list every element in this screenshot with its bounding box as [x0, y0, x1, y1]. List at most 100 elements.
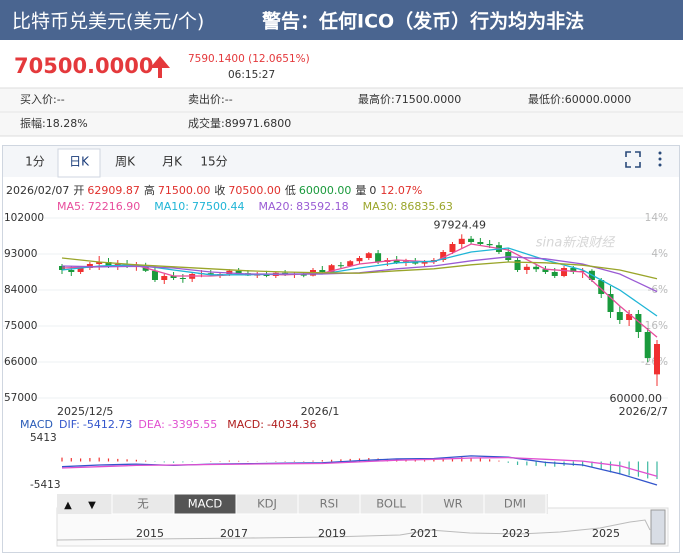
ma-line	[61, 257, 658, 280]
tab[interactable]: 月K	[162, 155, 183, 169]
stat-value: 60000.0000	[565, 93, 631, 106]
indicator-tab[interactable]: WR	[443, 497, 462, 511]
tab-bar	[3, 146, 679, 177]
candle-body	[105, 262, 112, 266]
ma-value: 86835.63	[400, 200, 453, 213]
dot	[658, 163, 662, 167]
macd-bar	[163, 461, 165, 463]
ma-line	[61, 243, 658, 338]
ma-name: MA10:	[154, 200, 189, 213]
navigator-handle[interactable]	[650, 509, 666, 545]
info-label: 量	[355, 184, 366, 197]
candle-body	[533, 266, 540, 270]
macd-bar	[554, 461, 556, 467]
macd-bar	[516, 461, 519, 465]
candle-body	[337, 265, 344, 267]
indicator-cell	[483, 493, 547, 515]
macd-bar	[172, 461, 175, 463]
candle-body	[96, 262, 103, 264]
indicator-tab[interactable]: MACD	[188, 497, 223, 511]
navigator-line	[56, 519, 651, 541]
info-label: 低	[285, 184, 296, 197]
candle-body	[319, 270, 326, 272]
macd-value: -5412.73	[83, 418, 132, 431]
candle-body	[514, 260, 521, 270]
stat-label: 卖出价:	[188, 92, 225, 106]
ma-value: 83592.18	[296, 200, 349, 213]
candle-body	[393, 260, 400, 263]
stat-value: 18.28%	[46, 117, 88, 130]
stat-label: 最高价:	[358, 92, 395, 106]
macd-bar	[582, 461, 584, 467]
y-tick-label: 66000	[4, 356, 37, 368]
candle-body	[468, 238, 475, 242]
tab[interactable]: 周K	[115, 155, 136, 169]
arrow-button[interactable]: ▼	[88, 500, 96, 511]
macd-bar	[145, 460, 147, 462]
tab-active	[57, 148, 101, 178]
indicator-tab[interactable]: DMI	[504, 497, 526, 511]
info-value: 60000.00	[299, 184, 352, 197]
tab[interactable]: 日K	[69, 155, 90, 169]
stat: 成交量:89971.6800	[188, 116, 291, 130]
macd-bar	[423, 460, 426, 462]
year-label: 2025	[592, 527, 620, 540]
macd-bar	[312, 460, 314, 462]
pct-label: 4%	[651, 248, 668, 260]
tab[interactable]: 15分	[200, 155, 227, 169]
info-date: 2026/02/07	[6, 184, 69, 197]
candle-body	[77, 268, 84, 272]
info-change: 12.07%	[380, 184, 422, 197]
candle-body	[505, 252, 512, 260]
macd-bar	[479, 458, 481, 462]
candle-body	[598, 280, 605, 294]
stat-label: 买入价:	[20, 93, 57, 106]
info-value: 70500.00	[228, 184, 281, 197]
macd-bar	[414, 460, 416, 462]
indicator-tab[interactable]: RSI	[320, 497, 339, 511]
candle-body	[616, 312, 623, 320]
macd-bar	[182, 461, 184, 463]
macd-bar	[591, 461, 593, 468]
candle-body	[626, 314, 633, 320]
macd-bar	[535, 461, 537, 466]
candle-body	[300, 274, 307, 276]
arrow-button[interactable]: ▲	[64, 500, 72, 511]
candle-body	[449, 244, 456, 252]
macd-bar	[89, 458, 91, 462]
candle-body	[644, 332, 651, 358]
y-tick-label: 84000	[4, 284, 37, 296]
date-label: 2026/2/7	[619, 405, 668, 418]
indicator-tab[interactable]: BOLL	[376, 497, 406, 511]
dot	[658, 151, 662, 155]
macd-bar	[498, 460, 500, 462]
info-value: 71500.00	[158, 184, 211, 197]
macd-bar	[340, 459, 342, 462]
dot	[658, 157, 662, 161]
indicator-tab[interactable]: KDJ	[257, 497, 277, 511]
up-arrow	[150, 56, 170, 78]
indicator-tab[interactable]: 无	[137, 497, 149, 511]
pct-label: -6%	[648, 284, 668, 296]
stat: 最高价:71500.0000	[358, 92, 461, 106]
tab[interactable]: 1分	[25, 155, 45, 169]
macd-bar	[61, 457, 63, 462]
macd-tick: -5413	[30, 479, 61, 491]
macd-bar	[451, 458, 454, 462]
warning: 警告：任何ICO（发币）行为均为非法	[262, 10, 584, 33]
candle-body	[347, 261, 354, 266]
stat-value: --	[57, 93, 65, 106]
stat: 买入价:--	[20, 93, 65, 106]
menu-icon[interactable]	[658, 151, 662, 167]
stat-value: 71500.0000	[395, 93, 461, 106]
year-label: 2015	[136, 527, 164, 540]
stat-value: --	[225, 93, 233, 106]
macd-bar	[656, 461, 658, 480]
macd-value: -4034.36	[267, 418, 316, 431]
macd-bar	[331, 459, 333, 462]
info-label: 收	[214, 183, 225, 197]
candle-body	[542, 269, 549, 272]
header-bar	[0, 0, 683, 40]
fullscreen-icon[interactable]	[625, 151, 641, 168]
candle-body	[328, 265, 335, 272]
